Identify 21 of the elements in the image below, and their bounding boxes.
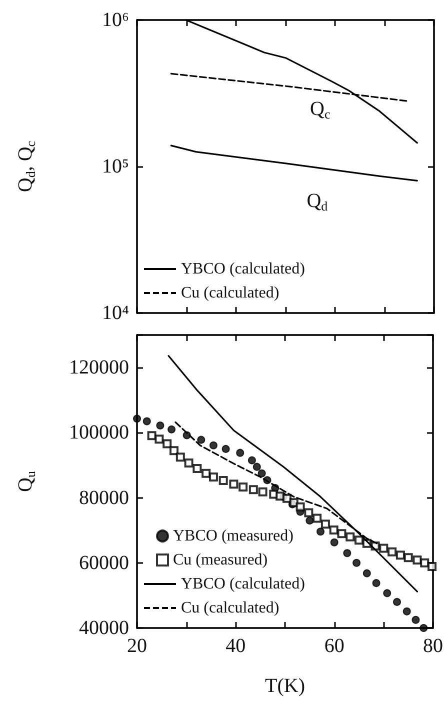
y-tick-label: 10⁴ bbox=[102, 302, 130, 324]
legend-label: YBCO (measured) bbox=[173, 528, 294, 544]
legend-label: YBCO (calculated) bbox=[181, 576, 305, 592]
y-tick-label: 120000 bbox=[69, 356, 129, 379]
y-axis-title: Qd, Qc bbox=[14, 140, 38, 192]
y-tick-label: 60000 bbox=[79, 552, 129, 574]
legend-label: Cu (calculated) bbox=[181, 284, 280, 302]
legend-label: Cu (calculated) bbox=[181, 600, 280, 616]
y-tick-label: 10⁵ bbox=[102, 156, 129, 178]
x-tick-label: 20 bbox=[127, 635, 147, 657]
y-tick-label: 10⁶ bbox=[102, 9, 130, 31]
y-tick-label: 100000 bbox=[69, 422, 129, 444]
x-tick-label: 60 bbox=[324, 635, 344, 657]
y-tick-label: 80000 bbox=[79, 486, 129, 509]
x-tick-label: 40 bbox=[226, 635, 246, 657]
x-tick-label: 80 bbox=[423, 635, 443, 657]
y-tick-label: 40000 bbox=[79, 617, 129, 639]
legend-label: Cu (measured) bbox=[173, 552, 268, 568]
y-axis-title: Qu bbox=[14, 470, 38, 492]
legend-label: YBCO (calculated) bbox=[181, 260, 305, 278]
x-axis-title: T(K) bbox=[265, 675, 305, 697]
